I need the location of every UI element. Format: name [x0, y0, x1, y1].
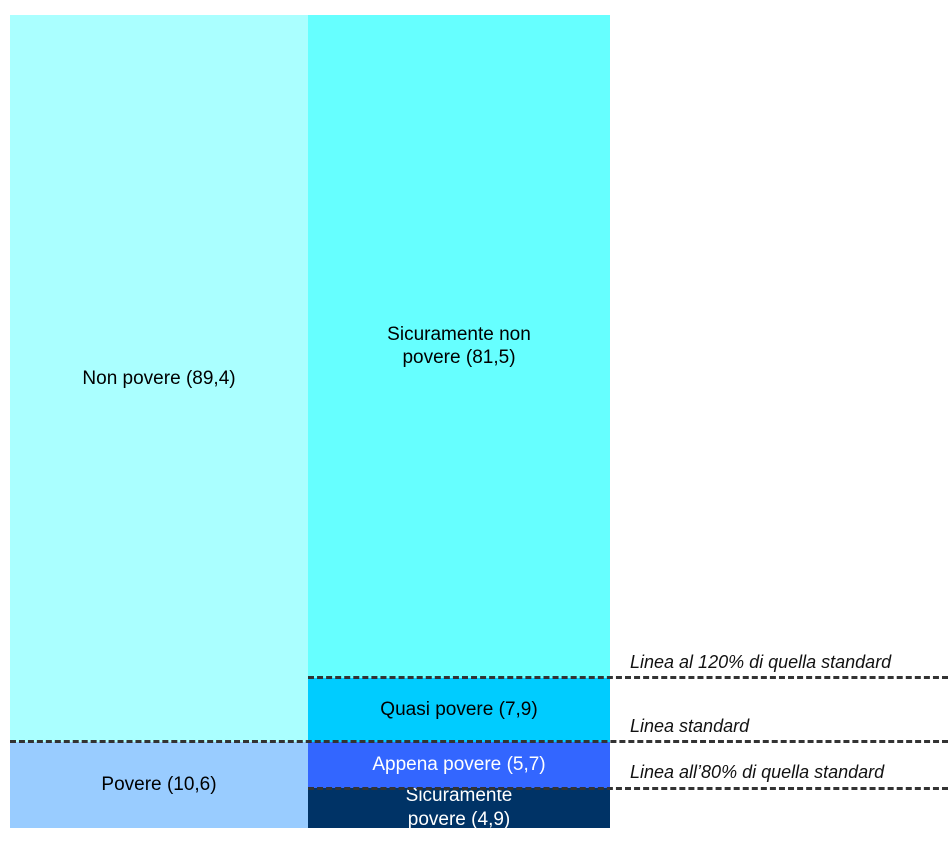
segment-value-label: (89,4)	[185, 367, 236, 389]
segment-name: Quasi povere	[380, 698, 494, 720]
segment-label: Sicuramente non povere (81,5)	[359, 323, 559, 371]
bar-segment: Appena povere (5,7)	[308, 741, 610, 789]
bar-segment: Povere (10,6)	[10, 741, 308, 828]
segment-value-label: (7,9)	[498, 698, 538, 720]
segment-value-label: (5,7)	[506, 754, 546, 776]
segment-name: Sicuramente povere	[405, 785, 513, 831]
threshold-label: Linea standard	[630, 715, 750, 736]
threshold-line	[308, 786, 948, 790]
bar-segment: Sicuramente povere (4,9)	[308, 785, 610, 830]
segment-label: Sicuramente povere (4,9)	[359, 784, 559, 832]
segment-name: Non povere	[82, 367, 181, 389]
segment-value-label: (4,9)	[471, 809, 511, 831]
threshold-label: Linea all’80% di quella standard	[630, 762, 885, 783]
bar-segment: Non povere (89,4)	[10, 15, 308, 742]
threshold-line	[10, 740, 948, 744]
segment-label: Appena povere (5,7)	[372, 753, 545, 777]
bar-segment: Sicuramente non povere (81,5)	[308, 15, 610, 678]
segment-label: Non povere (89,4)	[82, 367, 235, 391]
threshold-label: Linea al 120% di quella standard	[630, 651, 892, 672]
segment-label: Quasi povere (7,9)	[380, 698, 537, 722]
bar-segment: Quasi povere (7,9)	[308, 677, 610, 742]
segment-name: Sicuramente non povere	[387, 323, 531, 369]
segment-label: Povere (10,6)	[101, 773, 216, 797]
segment-name: Povere	[101, 774, 162, 796]
threshold-line	[308, 676, 948, 680]
segment-value-label: (81,5)	[465, 347, 516, 369]
segment-value-label: (10,6)	[166, 774, 217, 796]
segment-name: Appena povere	[372, 754, 502, 776]
